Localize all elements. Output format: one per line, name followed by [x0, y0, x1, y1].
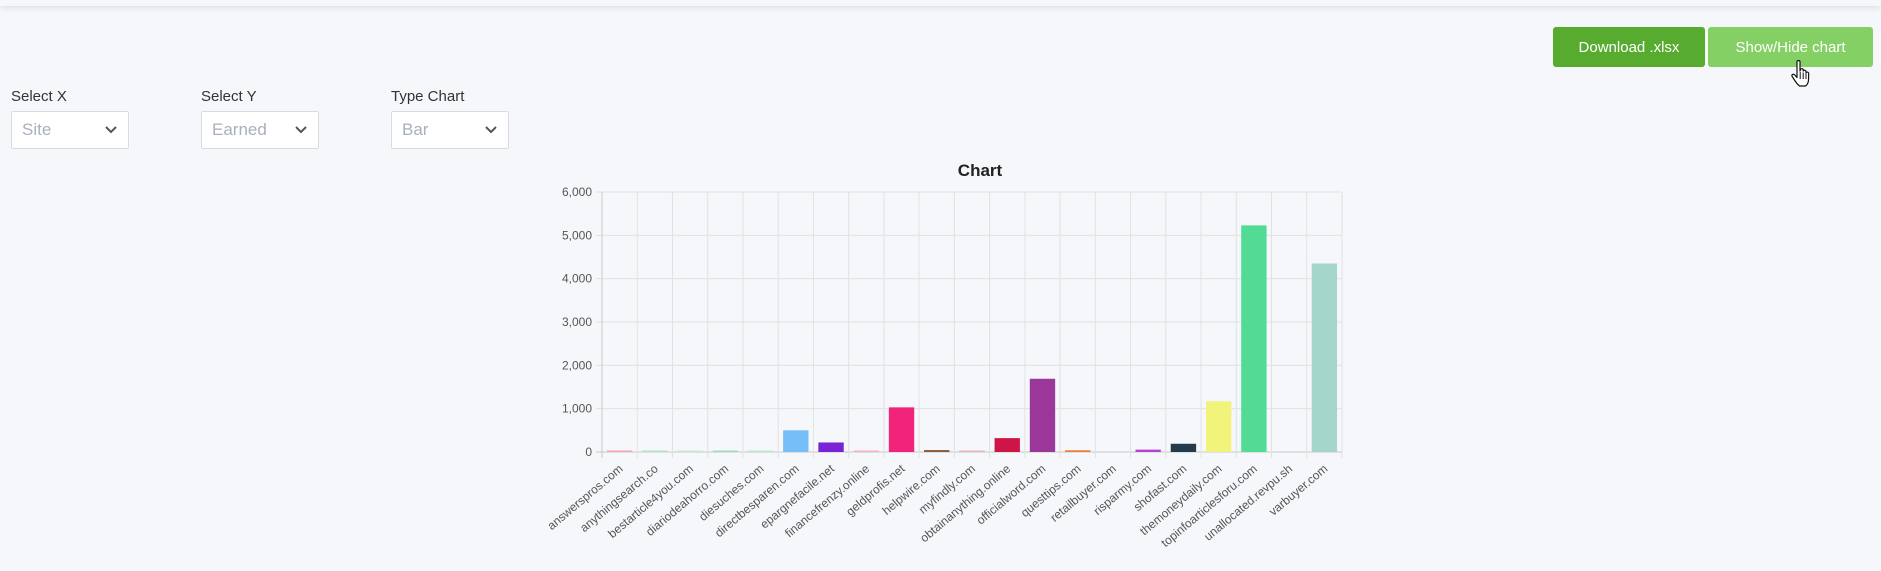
chevron-down-icon: [295, 126, 307, 134]
bar: [959, 450, 985, 452]
bar: [1241, 225, 1267, 452]
bar: [853, 450, 879, 452]
hand-cursor-icon: [1791, 60, 1810, 87]
bar: [1135, 449, 1161, 452]
bar: [747, 450, 774, 452]
select-x-dropdown[interactable]: Site: [11, 111, 129, 149]
y-tick-label: 6,000: [562, 185, 592, 199]
y-tick-label: 1,000: [562, 402, 592, 416]
select-x-value: Site: [22, 120, 52, 139]
select-y-dropdown[interactable]: Earned: [201, 111, 319, 149]
select-x-control: Select X Site: [11, 88, 129, 149]
chevron-down-icon: [485, 126, 497, 134]
type-chart-label: Type Chart: [391, 88, 465, 105]
bar: [606, 450, 633, 452]
bar-chart: Chart01,0002,0003,0004,0005,0006,000answ…: [545, 161, 1343, 550]
bar: [818, 442, 844, 452]
type-chart-control: Type Chart Bar: [391, 88, 509, 149]
type-chart-value: Bar: [402, 120, 429, 139]
select-x-label: Select X: [11, 88, 67, 105]
show-hide-chart-button[interactable]: Show/Hide chart: [1708, 27, 1873, 67]
bar: [1065, 450, 1091, 452]
y-tick-label: 4,000: [562, 272, 592, 286]
select-y-label: Select Y: [201, 88, 257, 105]
y-tick-label: 5,000: [562, 228, 592, 242]
bar: [1170, 443, 1197, 452]
select-y-control: Select Y Earned: [201, 88, 319, 149]
chart-container: Chart 0 1,000 2,000 3,000 4,000 5,000 6,000 answ…: [540, 155, 1360, 565]
bar: [924, 450, 950, 452]
y-tick-label: 2,000: [562, 358, 592, 372]
bar: [888, 407, 915, 452]
bar: [677, 450, 703, 452]
select-y-value: Earned: [212, 120, 267, 139]
bar: [783, 430, 809, 452]
bar: [1029, 378, 1056, 452]
chevron-down-icon: [105, 126, 117, 134]
bar: [1311, 263, 1338, 452]
bar: [994, 438, 1020, 452]
type-chart-dropdown[interactable]: Bar: [391, 111, 509, 149]
y-tick-label: 3,000: [562, 315, 592, 329]
y-tick-label: 0: [585, 445, 592, 459]
bar: [1205, 401, 1232, 452]
bar: [712, 450, 739, 452]
chart-title: Chart: [958, 161, 1003, 180]
download-xlsx-button[interactable]: Download .xlsx: [1553, 27, 1705, 67]
bar: [642, 450, 668, 452]
top-bar: [0, 0, 1881, 6]
